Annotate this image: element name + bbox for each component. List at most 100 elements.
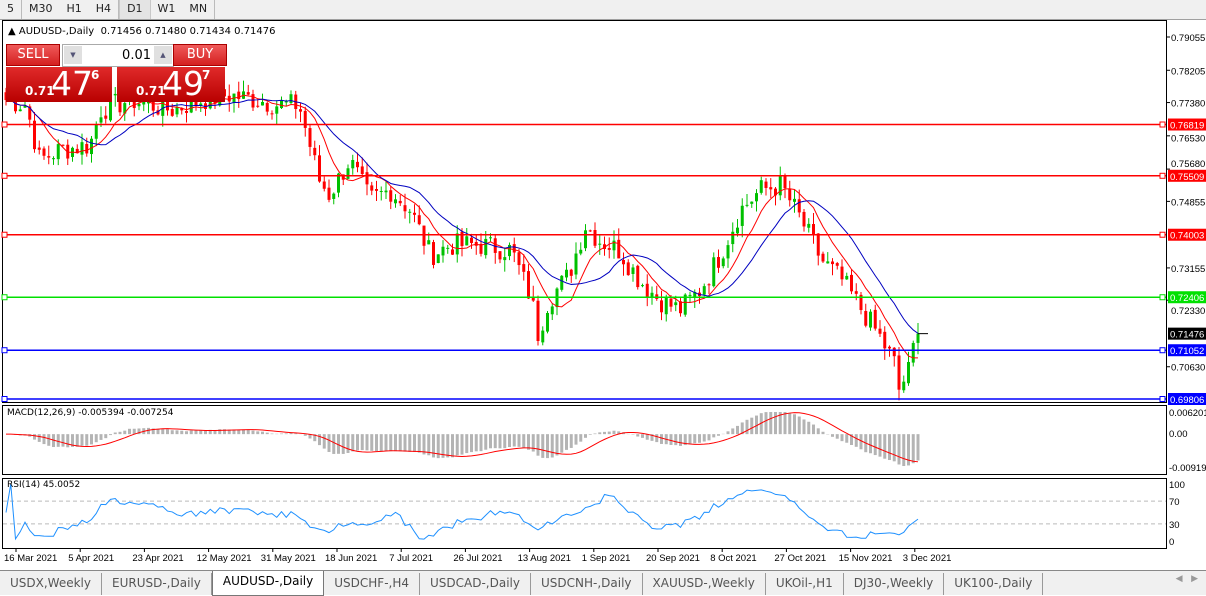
candle-body bbox=[284, 101, 288, 103]
candle-body bbox=[18, 109, 22, 112]
hline-price-label: 0.75509 bbox=[1170, 172, 1204, 183]
candle-body bbox=[512, 244, 516, 253]
candle-body bbox=[541, 330, 545, 343]
sell-button[interactable]: SELL bbox=[6, 44, 60, 66]
candle-body bbox=[769, 187, 773, 190]
line-handle[interactable] bbox=[1, 347, 8, 354]
candle-body bbox=[498, 251, 502, 260]
candle-body bbox=[166, 95, 169, 111]
candle-body bbox=[123, 103, 127, 114]
line-handle[interactable] bbox=[1159, 347, 1166, 354]
candle-body bbox=[90, 138, 93, 155]
candle-body bbox=[574, 253, 578, 275]
chart-canvas[interactable]: 16 Mar 2021 5 Apr 2021 23 Apr 2021 12 May 2… bbox=[0, 0, 1206, 570]
candle-body bbox=[489, 237, 492, 239]
timeframe-mn[interactable]: MN bbox=[182, 0, 216, 19]
lot-size-input[interactable] bbox=[85, 45, 153, 65]
candle-body bbox=[631, 267, 635, 274]
candle-body bbox=[398, 200, 402, 204]
chart-tab[interactable]: EURUSD-,Daily bbox=[102, 573, 212, 595]
line-handle[interactable] bbox=[1159, 172, 1166, 179]
candle-body bbox=[256, 105, 260, 107]
candle-body bbox=[835, 263, 839, 266]
candle-body bbox=[626, 262, 630, 276]
candle-body bbox=[588, 230, 592, 232]
increase-lot-icon[interactable]: ▲ bbox=[154, 46, 172, 64]
candle-body bbox=[384, 190, 388, 193]
hline-price-label: 0.69806 bbox=[1170, 395, 1204, 406]
candle-body bbox=[840, 266, 844, 280]
chart-tab[interactable]: XAUUSD-,Weekly bbox=[643, 573, 766, 595]
candle-body bbox=[783, 175, 787, 189]
timeframe-5[interactable]: 5 bbox=[0, 0, 22, 19]
macd-axis-label: 0.006201 bbox=[1169, 408, 1206, 419]
date-label: 23 Apr 2021 bbox=[132, 553, 183, 564]
chart-tab[interactable]: USDCAD-,Daily bbox=[420, 573, 531, 595]
chart-tab[interactable]: UKOil-,H1 bbox=[766, 573, 844, 595]
candle-body bbox=[332, 193, 336, 199]
line-handle[interactable] bbox=[1, 396, 8, 402]
candle-body bbox=[707, 284, 711, 286]
candle-body bbox=[759, 180, 763, 193]
candle-body bbox=[113, 93, 117, 96]
line-handle[interactable] bbox=[1159, 231, 1166, 238]
candle-body bbox=[774, 188, 777, 196]
candle-body bbox=[370, 185, 374, 191]
candle-body bbox=[702, 286, 706, 295]
hline-price-tag bbox=[1168, 393, 1206, 405]
chart-tab[interactable]: DJ30-,Weekly bbox=[844, 573, 945, 595]
line-handle[interactable] bbox=[1, 294, 8, 301]
candle-body bbox=[455, 233, 459, 255]
buy-price-pips: 49 bbox=[162, 64, 204, 103]
timeframe-toolbar: 5 M30 H1 H4 D1 W1 MN bbox=[0, 0, 1206, 20]
timeframe-h1[interactable]: H1 bbox=[66, 2, 82, 15]
chart-tab[interactable]: UK100-,Daily bbox=[944, 573, 1044, 595]
line-handle[interactable] bbox=[1, 231, 8, 238]
timeframe-d1[interactable]: D1 bbox=[119, 0, 151, 19]
price-label: 0.79055 bbox=[1171, 33, 1205, 44]
chart-tab[interactable]: AUDUSD-,Daily bbox=[211, 571, 325, 596]
candle-body bbox=[180, 107, 184, 111]
timeframe-w1[interactable]: W1 bbox=[157, 2, 176, 15]
rsi-label: RSI(14) 45.0052 bbox=[7, 480, 81, 490]
line-handle[interactable] bbox=[1159, 396, 1166, 402]
candle-body bbox=[736, 227, 739, 234]
buy-price[interactable]: 0.71 49 7 bbox=[117, 64, 225, 103]
candle-body bbox=[327, 187, 331, 200]
macd-label: MACD(12,26,9) -0.005394 -0.007254 bbox=[7, 408, 174, 418]
tab-prev-icon[interactable]: ◀ bbox=[1175, 574, 1183, 584]
price-label: 0.75680 bbox=[1171, 159, 1205, 170]
candle-body bbox=[33, 120, 36, 150]
chart-tab[interactable]: USDCHF-,H4 bbox=[324, 573, 420, 595]
decrease-lot-icon[interactable]: ▼ bbox=[64, 46, 82, 64]
chart-tab[interactable]: USDCNH-,Daily bbox=[531, 573, 643, 595]
line-handle[interactable] bbox=[1159, 294, 1166, 301]
candle-body bbox=[522, 264, 526, 272]
date-label: 12 May 2021 bbox=[197, 553, 252, 564]
chart-tabs: USDX,Weekly EURUSD-,Daily AUDUSD-,Daily USD… bbox=[0, 570, 1206, 596]
candle-body bbox=[826, 261, 830, 264]
candle-body bbox=[413, 212, 416, 215]
buy-button[interactable]: BUY bbox=[173, 44, 227, 66]
candle-body bbox=[227, 95, 231, 102]
tab-next-icon[interactable]: ▶ bbox=[1191, 574, 1198, 584]
chart-tab[interactable]: USDX,Weekly bbox=[0, 573, 102, 595]
timeframe-h4[interactable]: H4 bbox=[89, 0, 120, 19]
candle-body bbox=[617, 239, 621, 259]
candle-body bbox=[465, 236, 469, 246]
sell-price[interactable]: 0.71 47 6 bbox=[6, 64, 112, 103]
candle-body bbox=[593, 230, 597, 246]
candle-body bbox=[712, 257, 716, 287]
candle-body bbox=[797, 199, 801, 213]
date-label: 26 Jul 2021 bbox=[453, 553, 502, 564]
line-handle[interactable] bbox=[1, 121, 8, 128]
candle-body bbox=[251, 94, 255, 108]
candle-body bbox=[156, 110, 160, 115]
candle-body bbox=[726, 245, 730, 259]
line-handle[interactable] bbox=[1, 172, 8, 179]
timeframe-m30[interactable]: M30 bbox=[29, 2, 53, 15]
sell-price-prefix: 0.71 bbox=[25, 84, 55, 98]
line-handle[interactable] bbox=[1159, 121, 1166, 128]
hline-price-tag bbox=[1168, 169, 1206, 182]
candle-body bbox=[612, 240, 616, 251]
